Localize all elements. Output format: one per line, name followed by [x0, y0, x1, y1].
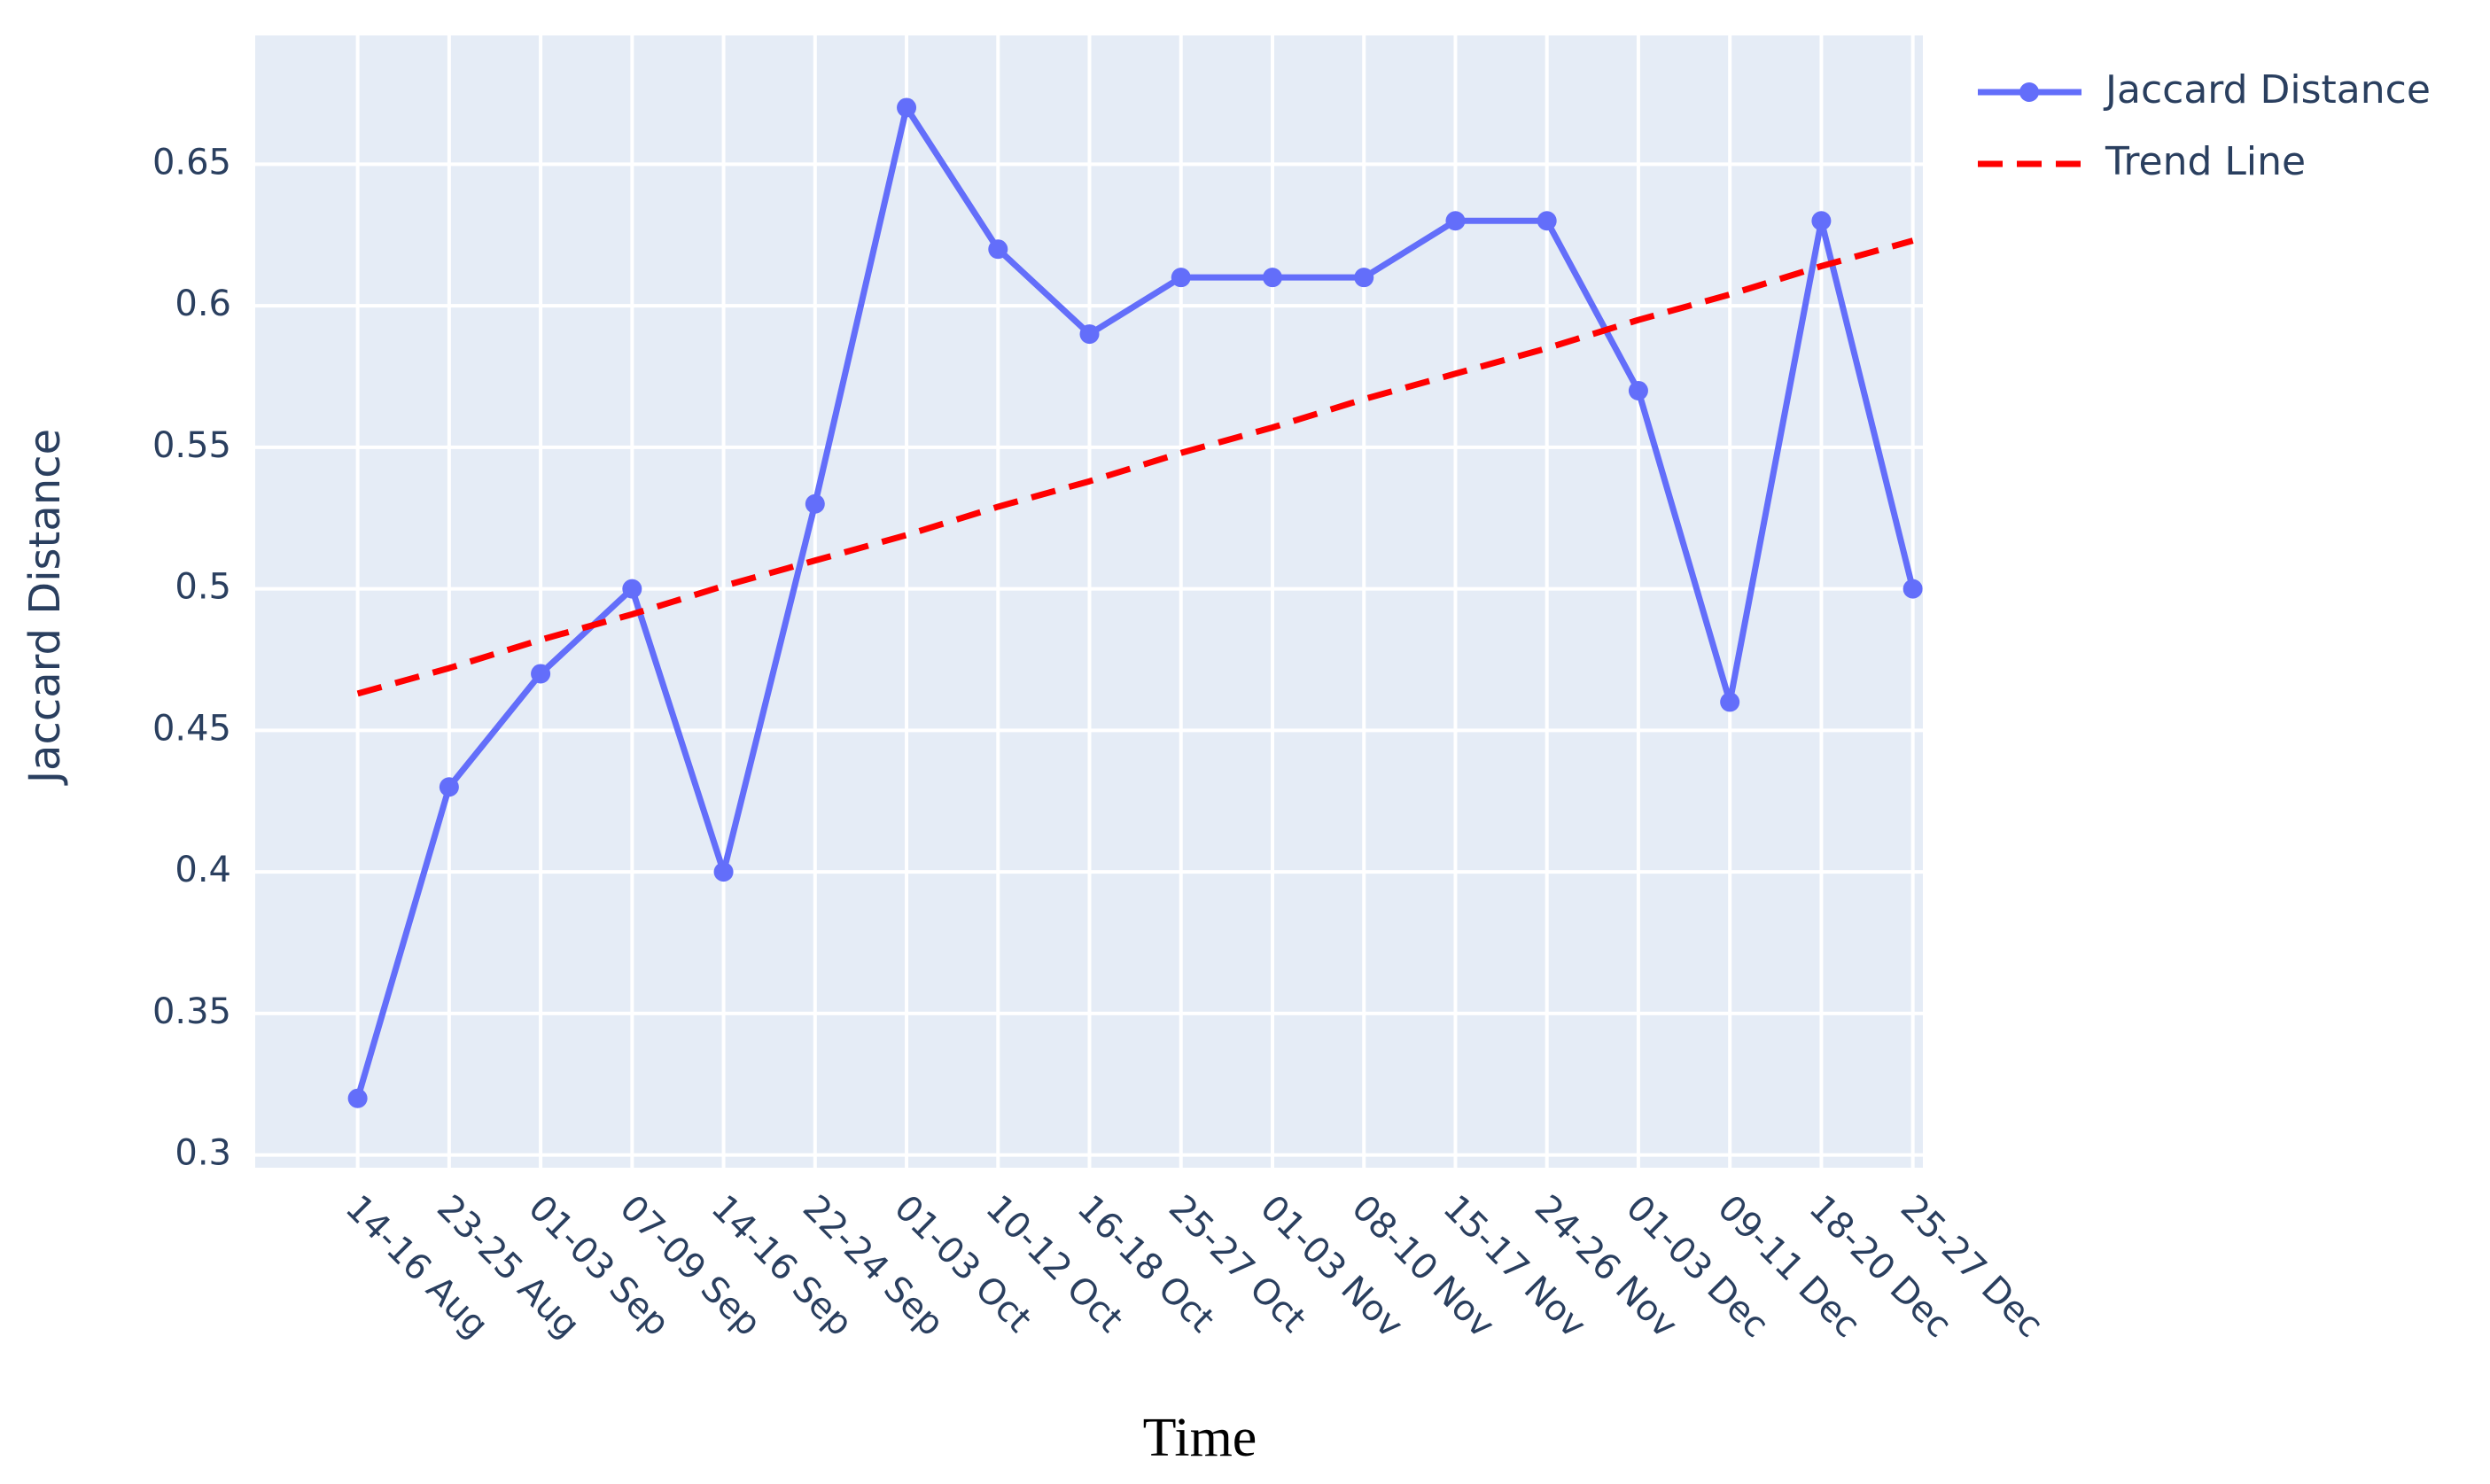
data-point [1720, 692, 1740, 712]
y-axis-title: Jaccard Distance [20, 429, 70, 786]
data-point [897, 97, 917, 118]
y-tick-label: 0.35 [152, 991, 231, 1032]
y-tick-label: 0.55 [152, 425, 231, 466]
data-point [347, 1088, 368, 1108]
legend-label: Jaccard Distance [2103, 67, 2431, 113]
data-point [805, 493, 825, 514]
data-point [713, 862, 734, 882]
y-tick-label: 0.4 [175, 850, 231, 890]
series-line [356, 237, 1914, 697]
data-point [1537, 211, 1557, 231]
data-point [1811, 211, 1832, 231]
data-point [988, 239, 1008, 260]
y-tick-label: 0.6 [175, 284, 231, 324]
data-point [1445, 211, 1466, 231]
data-point [1354, 268, 1374, 288]
data-point [1171, 268, 1191, 288]
legend-marker [2019, 82, 2039, 102]
legend-label: Trend Line [2105, 139, 2306, 184]
y-tick-label: 0.3 [175, 1133, 231, 1174]
y-tick-label: 0.45 [152, 708, 231, 749]
x-axis-title: Time [1143, 1408, 1257, 1468]
data-point [622, 579, 642, 599]
data-point [1628, 380, 1648, 400]
data-point [439, 777, 459, 797]
data-point [1262, 268, 1282, 288]
y-tick-label: 0.65 [152, 142, 231, 183]
y-tick-label: 0.5 [175, 567, 231, 608]
data-point [531, 664, 551, 684]
series-line [354, 104, 1917, 1099]
data-point [1903, 579, 1923, 599]
data-point [1079, 324, 1100, 345]
